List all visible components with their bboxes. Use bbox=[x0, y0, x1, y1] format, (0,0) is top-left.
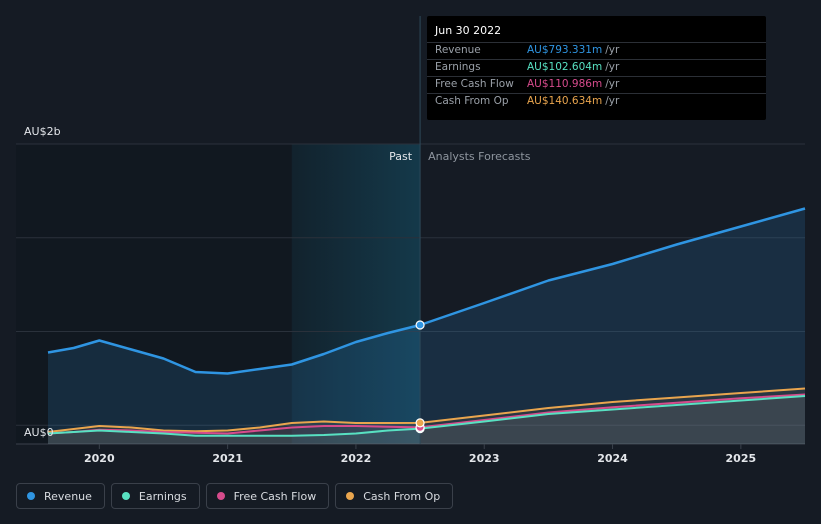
tooltip-row-earnings: Earnings AU$102.604m/yr bbox=[427, 59, 766, 77]
series-line-earnings bbox=[47, 395, 806, 437]
tooltip-value-number: AU$110.986m bbox=[527, 78, 603, 90]
legend-item-earnings[interactable]: Earnings bbox=[110, 483, 200, 509]
legend-dot-icon bbox=[346, 492, 355, 500]
tooltip-label: Cash From Op bbox=[435, 95, 509, 107]
tooltip-unit: /yr bbox=[605, 44, 620, 56]
tooltip-label: Free Cash Flow bbox=[435, 78, 514, 90]
tooltip-value-number: AU$793.331m bbox=[527, 44, 603, 56]
tooltip-value-number: AU$102.604m bbox=[527, 61, 603, 73]
x-tick-label: 2024 bbox=[597, 452, 628, 465]
legend-dot-icon bbox=[216, 492, 225, 500]
x-tick-label: 2020 bbox=[84, 452, 115, 465]
tooltip-value: AU$793.331m/yr bbox=[527, 44, 619, 56]
tooltip-value-number: AU$140.634m bbox=[527, 95, 603, 107]
tooltip-value: AU$140.634m/yr bbox=[527, 95, 619, 107]
tooltip-value: AU$102.604m/yr bbox=[527, 61, 619, 73]
series-line-free-cash-flow bbox=[47, 393, 806, 435]
forecast-label: Analysts Forecasts bbox=[428, 150, 531, 163]
tooltip-row-free-cash-flow: Free Cash Flow AU$110.986m/yr bbox=[427, 76, 766, 94]
tooltip-row-cash-from-op: Cash From Op AU$140.634m/yr bbox=[427, 93, 766, 111]
x-tick-label: 2021 bbox=[212, 452, 243, 465]
legend-dot-icon bbox=[121, 492, 130, 500]
tooltip-label: Revenue bbox=[435, 44, 481, 56]
legend-label: Cash From Op bbox=[363, 489, 441, 503]
y-axis-top-label: AU$2b bbox=[24, 125, 61, 138]
tooltip-date: Jun 30 2022 bbox=[435, 24, 502, 37]
tooltip-unit: /yr bbox=[605, 78, 620, 90]
tooltip-unit: /yr bbox=[605, 61, 620, 73]
legend-label: Free Cash Flow bbox=[233, 489, 317, 503]
legend-item-revenue[interactable]: Revenue bbox=[16, 483, 105, 509]
highlight-point-revenue bbox=[415, 320, 425, 330]
highlight-band bbox=[291, 144, 421, 444]
x-tick-label: 2023 bbox=[469, 452, 500, 465]
chart-tooltip: Jun 30 2022 Revenue AU$793.331m/yr Earni… bbox=[427, 16, 766, 120]
legend-item-cash-from-op[interactable]: Cash From Op bbox=[335, 483, 454, 509]
series-area-free-cash-flow bbox=[48, 394, 805, 444]
legend-item-free-cash-flow[interactable]: Free Cash Flow bbox=[205, 483, 330, 509]
highlight-point-cash-from-op bbox=[415, 418, 425, 428]
series-line-cash-from-op bbox=[47, 387, 806, 433]
legend-dot-icon bbox=[27, 492, 35, 500]
series-line-revenue bbox=[47, 207, 806, 375]
tooltip-row-revenue: Revenue AU$793.331m/yr bbox=[427, 42, 766, 60]
tooltip-value: AU$110.986m/yr bbox=[527, 78, 619, 90]
legend-label: Revenue bbox=[44, 489, 92, 503]
series-area-revenue bbox=[48, 208, 805, 444]
series-area-earnings bbox=[48, 396, 805, 444]
tooltip-label: Earnings bbox=[435, 61, 481, 73]
tooltip-unit: /yr bbox=[605, 95, 620, 107]
chart-legend: Revenue Earnings Free Cash Flow Cash Fro… bbox=[16, 483, 454, 511]
legend-label: Earnings bbox=[138, 489, 187, 503]
x-tick-label: 2025 bbox=[726, 452, 757, 465]
y-axis-bottom-label: AU$0 bbox=[24, 426, 54, 439]
past-label: Past bbox=[389, 150, 413, 163]
x-tick-label: 2022 bbox=[341, 452, 372, 465]
